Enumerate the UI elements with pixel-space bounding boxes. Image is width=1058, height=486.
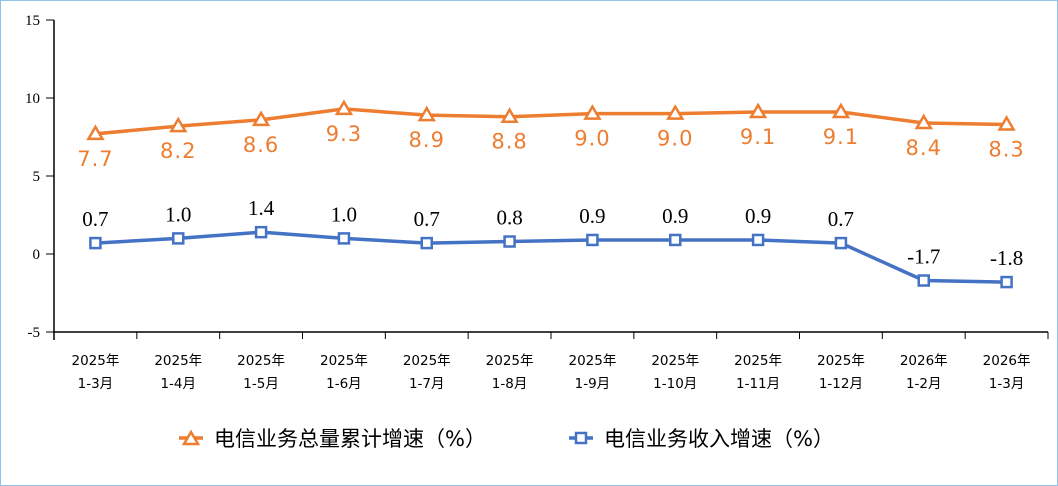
data-point-1: [1000, 275, 1013, 289]
y-tick-label: 5: [33, 169, 41, 185]
data-point-0: [251, 110, 271, 127]
y-tick-label: -5: [28, 325, 41, 341]
data-label-1: 0.9: [579, 204, 605, 228]
x-tick-label-period: 1-10月: [653, 376, 697, 392]
data-label-1: 0.8: [496, 206, 522, 230]
legend-triangle-icon: [181, 429, 201, 446]
data-label-1: -1.7: [907, 245, 940, 269]
x-tick-label-period: 1-3月: [989, 376, 1025, 392]
data-point-0: [831, 102, 851, 119]
data-label-1: 1.4: [248, 196, 275, 220]
x-tick-label-year: 2025年: [403, 353, 451, 369]
x-tick-label-year: 2025年: [651, 353, 699, 369]
x-tick-label-period: 1-6月: [326, 376, 362, 392]
data-point-0: [748, 102, 768, 119]
data-label-0: 8.2: [160, 139, 196, 163]
data-label-0: 9.1: [740, 125, 776, 149]
x-tick-label-year: 2025年: [71, 353, 119, 369]
data-point-1: [586, 233, 599, 247]
data-point-1: [917, 274, 930, 287]
data-label-1: 1.0: [331, 202, 357, 226]
data-point-0: [86, 124, 105, 141]
x-tick-label-period: 1-11月: [736, 376, 780, 392]
data-label-1: 0.7: [82, 207, 108, 231]
data-label-1: 1.0: [165, 202, 191, 226]
x-tick-label-year: 2025年: [320, 353, 368, 369]
x-tick-label-year: 2025年: [568, 353, 616, 369]
data-point-0: [997, 115, 1016, 131]
data-label-0: 8.8: [491, 130, 527, 154]
x-tick-label-period: 1-7月: [409, 376, 445, 392]
data-label-0: 9.0: [574, 127, 610, 151]
x-tick-label-year: 2025年: [154, 353, 202, 369]
data-label-0: 9.3: [326, 122, 362, 146]
x-tick-label-year: 2026年: [983, 353, 1031, 369]
data-point-0: [583, 104, 602, 120]
data-label-0: 9.0: [657, 127, 693, 151]
x-tick-label-year: 2025年: [734, 353, 782, 369]
data-point-1: [337, 232, 351, 245]
data-point-1: [172, 232, 185, 245]
x-tick-label-period: 1-9月: [575, 376, 611, 392]
x-tick-label-year: 2025年: [486, 353, 534, 369]
data-label-1: 0.7: [414, 207, 440, 231]
data-point-0: [914, 113, 933, 130]
data-label-0: 8.9: [409, 128, 445, 152]
data-label-1: -1.8: [990, 246, 1023, 270]
x-tick-label-period: 1-5月: [243, 376, 279, 392]
x-tick-label-year: 2025年: [817, 353, 865, 369]
y-tick-label: 0: [33, 247, 41, 263]
data-point-0: [334, 99, 354, 116]
x-tick-label-period: 1-3月: [78, 376, 114, 392]
data-point-1: [834, 236, 848, 250]
data-point-1: [669, 233, 682, 247]
data-point-1: [503, 235, 516, 248]
data-label-1: 0.7: [828, 207, 854, 231]
x-tick-label-year: 2026年: [900, 353, 948, 369]
x-tick-label-period: 1-4月: [160, 376, 196, 392]
x-tick-label-year: 2025年: [237, 353, 285, 369]
data-label-0: 8.6: [243, 133, 279, 157]
data-label-0: 7.7: [77, 147, 113, 171]
y-tick-label: 10: [25, 91, 40, 107]
data-label-1: 0.9: [745, 204, 771, 228]
data-point-1: [751, 233, 765, 247]
data-point-0: [666, 104, 685, 120]
data-point-0: [169, 116, 188, 133]
series-line-1: [95, 230, 1007, 284]
data-label-0: 8.3: [988, 138, 1024, 162]
data-point-1: [420, 236, 433, 250]
x-tick-label-period: 1-12月: [819, 376, 863, 392]
legend-square-icon: [574, 431, 588, 445]
data-label-1: 0.9: [662, 204, 688, 228]
data-point-0: [500, 107, 519, 123]
series-line-0: [95, 107, 1007, 136]
legend-label: 电信业务总量累计增速（%）: [214, 427, 486, 451]
legend-label: 电信业务收入增速（%）: [604, 427, 834, 451]
y-tick-label: 15: [25, 13, 40, 29]
data-label-0: 9.1: [823, 125, 859, 149]
data-point-1: [89, 236, 102, 250]
data-point-0: [417, 105, 436, 122]
data-point-1: [254, 225, 268, 239]
x-tick-label-period: 1-2月: [906, 376, 942, 392]
x-tick-label-period: 1-8月: [492, 376, 528, 392]
data-label-0: 8.4: [906, 136, 942, 160]
